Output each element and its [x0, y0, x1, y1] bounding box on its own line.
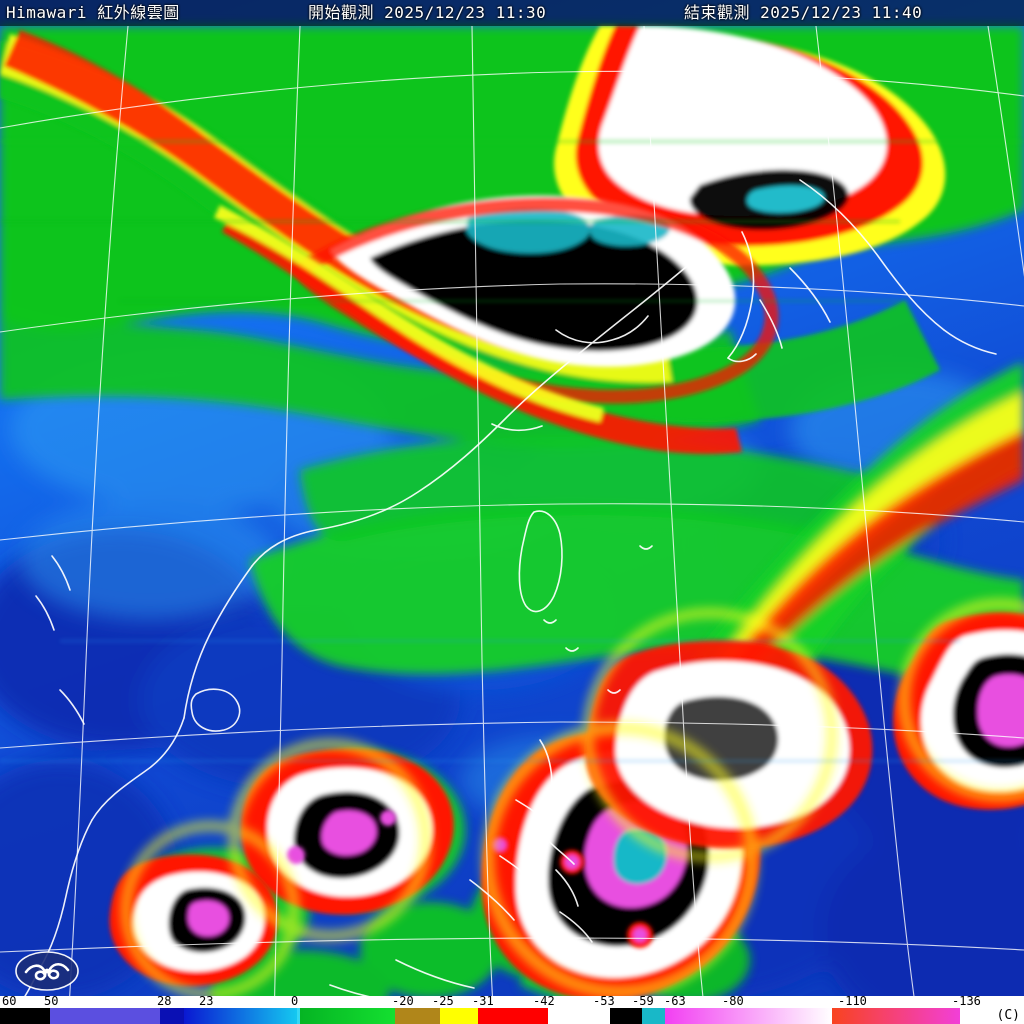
satellite-product-title: Himawari 紅外線雲圖 — [6, 3, 180, 22]
colorbar-segment-white-tail — [960, 1008, 1024, 1024]
colorbar-segment-magenta-fade — [665, 1008, 832, 1024]
colorbar-tick: -20 — [392, 994, 414, 1008]
colorbar-tick: 0 — [291, 994, 299, 1008]
colorbar-tick: -42 — [533, 994, 555, 1008]
observation-start-time: 開始觀測 2025/12/23 11:30 — [308, 3, 547, 22]
colorbar-segment-yellow — [440, 1008, 478, 1024]
cwa-agency-logo — [14, 950, 80, 992]
image-header-bar: Himawari 紅外線雲圖 開始觀測 2025/12/23 11:30 結束觀… — [0, 0, 1024, 26]
colorbar-tick: -25 — [432, 994, 454, 1008]
colorbar-tick: -59 — [632, 994, 654, 1008]
colorbar-segment-blue-to-cyan — [184, 1008, 297, 1024]
colorbar-tick: -110 — [838, 994, 867, 1008]
colorbar-tick-labels: 60 50 28 23 0 -20 -25 -31 -42 -53 -59 -63 -80 -110 -13… — [0, 994, 1024, 1008]
colorbar-unit-label: (C) — [996, 1008, 1020, 1023]
colorbar-tick: -53 — [593, 994, 615, 1008]
colorbar-segment-black-cold — [610, 1008, 642, 1024]
colorbar-gradient-strip — [0, 1008, 1024, 1024]
colorbar-tick: 28 — [157, 994, 172, 1008]
colorbar-segment-black-warm — [0, 1008, 50, 1024]
colorbar-segment-orange-to-magenta — [832, 1008, 960, 1024]
temperature-colorbar: 60 50 28 23 0 -20 -25 -31 -42 -53 -59 -63 -80 -110 -13… — [0, 994, 1024, 1024]
colorbar-tick: -31 — [472, 994, 494, 1008]
colorbar-segment-olive — [395, 1008, 440, 1024]
colorbar-segment-green — [300, 1008, 395, 1024]
colorbar-tick: 60 — [2, 994, 17, 1008]
colorbar-segment-teal — [642, 1008, 665, 1024]
colorbar-tick: 50 — [44, 994, 59, 1008]
colorbar-segment-violet-blue — [50, 1008, 160, 1024]
colorbar-segment-cyan-tail — [297, 1008, 300, 1024]
colorbar-tick: -136 — [952, 994, 981, 1008]
colorbar-tick: -63 — [664, 994, 686, 1008]
colorbar-tick: -80 — [722, 994, 744, 1008]
colorbar-segment-deep-blue — [160, 1008, 184, 1024]
colorbar-segment-red — [478, 1008, 548, 1024]
observation-end-time: 結束觀測 2025/12/23 11:40 — [684, 3, 923, 22]
colorbar-segment-white — [548, 1008, 610, 1024]
colorbar-tick: 23 — [199, 994, 214, 1008]
